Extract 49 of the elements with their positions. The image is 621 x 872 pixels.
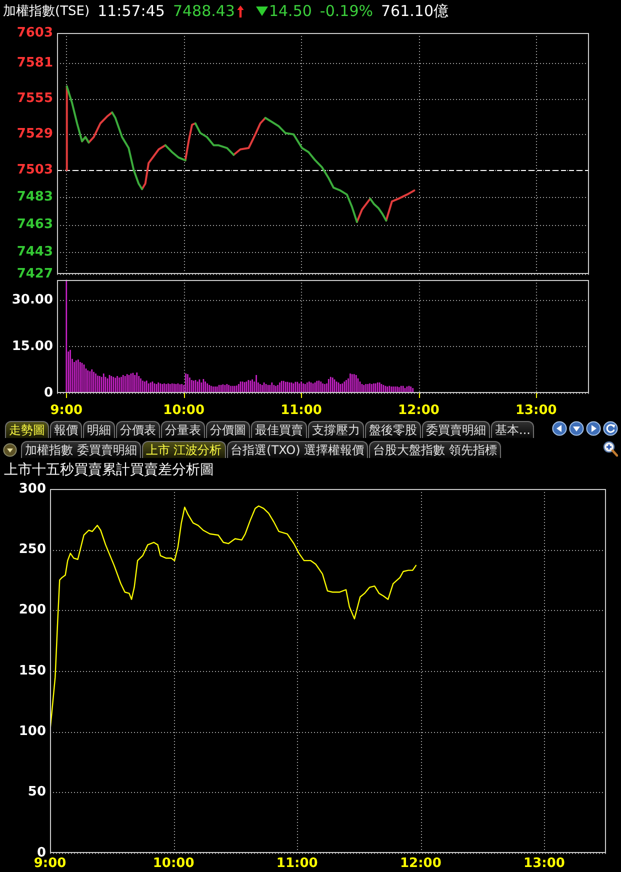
tab: 盤後零股 [365, 421, 421, 438]
tab: 委買賣明細 [422, 421, 490, 438]
text: 14.50 [268, 2, 312, 20]
tab: 走勢圖 [5, 421, 49, 438]
tab: 台股大盤指數 領先指標 [369, 441, 501, 458]
y-tick-label: 7503 [16, 162, 53, 178]
y-tick-label: 7427 [16, 266, 53, 282]
tab: 加權指數 委買賣明細 [21, 441, 141, 458]
chart-title: 加權指數(TSE) [3, 3, 90, 20]
y-tick-label: 7443 [16, 244, 53, 260]
x-tick-label: 12:00 [398, 403, 440, 418]
text: -0.19% [320, 2, 373, 20]
x-tick-label: 12:00 [400, 856, 442, 872]
chart-title: 上市十五秒買賣累計買賣差分析圖 [4, 462, 214, 478]
y-tick-label: 30.00 [12, 292, 53, 308]
y-tick-label: 100 [18, 724, 46, 740]
tab: 報價 [50, 421, 82, 438]
text: 11:57:45 [98, 2, 165, 20]
tab: 分價圖 [206, 421, 250, 438]
x-tick-label: 11:00 [276, 856, 318, 872]
tab: 分價表 [116, 421, 160, 438]
y-tick-label: 250 [18, 542, 46, 558]
tab: 明細 [83, 421, 115, 438]
tab: 最佳買賣 [251, 421, 307, 438]
y-tick-label: 300 [18, 481, 46, 496]
text: 761.10億 [381, 2, 448, 20]
y-tick-label: 0 [44, 385, 53, 400]
y-tick-label: 50 [28, 784, 46, 800]
tab: 基本... [491, 421, 534, 438]
y-tick-label: 7603 [16, 25, 53, 40]
x-tick-label: 11:00 [280, 403, 322, 418]
x-tick-label: 13:00 [524, 856, 565, 872]
y-tick-label: 200 [18, 602, 46, 618]
y-tick-label: 150 [18, 663, 46, 678]
x-tick-label: 9:00 [50, 403, 83, 418]
tab: 台指選(TXO) 選擇權報價 [226, 441, 368, 458]
tab: 支撐壓力 [308, 421, 364, 438]
y-tick-label: 7529 [16, 126, 53, 142]
x-tick-label: 10:00 [163, 403, 205, 418]
tab: 上市 江波分析 [142, 441, 226, 458]
y-tick-label: 7463 [16, 217, 53, 232]
tab: 分量表 [161, 421, 205, 438]
x-tick-label: 13:00 [515, 403, 557, 418]
y-tick-label: 7581 [16, 56, 53, 70]
x-tick-label: 10:00 [152, 856, 194, 872]
y-tick-label: 15.00 [12, 338, 53, 354]
text: 7488.43 [172, 2, 235, 20]
y-tick-label: 7555 [16, 91, 53, 106]
y-tick-label: 7483 [16, 190, 53, 205]
